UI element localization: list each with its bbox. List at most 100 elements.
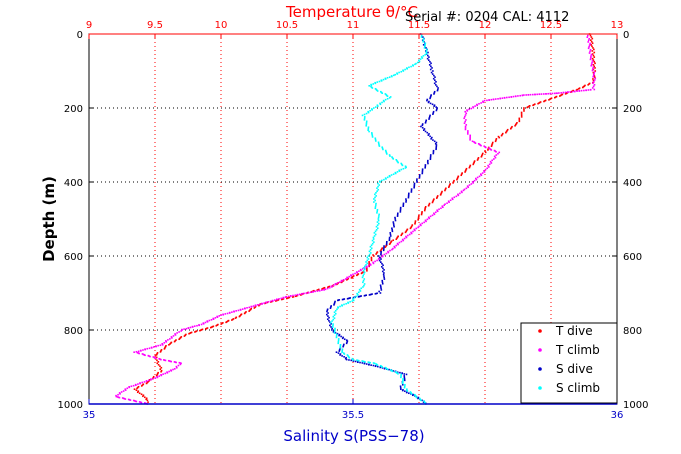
data-point [333, 330, 336, 333]
data-point [372, 107, 375, 109]
data-point [374, 196, 376, 199]
data-point [447, 186, 450, 189]
data-point [421, 126, 424, 129]
data-point [302, 292, 305, 295]
data-point [416, 181, 418, 183]
data-point [456, 177, 459, 180]
data-point [252, 305, 255, 307]
data-point [403, 375, 406, 377]
data-point [261, 302, 263, 305]
data-point [516, 122, 518, 124]
data-point [585, 89, 587, 91]
data-point [259, 303, 261, 306]
data-point [421, 172, 424, 175]
data-point [493, 158, 495, 160]
data-point [495, 139, 497, 141]
data-point [362, 274, 365, 277]
data-point [363, 283, 366, 285]
data-point [349, 297, 351, 299]
data-point [487, 164, 489, 167]
data-point [484, 151, 487, 154]
data-point [387, 251, 390, 254]
data-point [478, 102, 480, 105]
data-point [514, 124, 516, 127]
series-s-dive [325, 33, 439, 404]
data-point [403, 373, 406, 375]
data-point [371, 132, 373, 134]
data-point [392, 74, 395, 77]
data-point [589, 39, 592, 41]
data-point [334, 331, 337, 334]
data-point [403, 376, 406, 379]
legend-marker [538, 367, 542, 371]
data-point [365, 122, 368, 124]
data-point [425, 120, 427, 123]
data-point [359, 361, 361, 364]
data-point [376, 81, 379, 83]
data-point [429, 60, 431, 63]
data-point [152, 356, 155, 358]
data-point [341, 351, 343, 353]
data-point [415, 227, 418, 230]
data-point [444, 189, 446, 192]
data-point [573, 90, 576, 93]
data-point [363, 273, 365, 275]
data-point [411, 224, 414, 226]
data-point [380, 252, 382, 254]
data-point [429, 102, 432, 105]
data-point [422, 43, 425, 46]
data-point [332, 284, 335, 287]
data-point [591, 42, 594, 45]
data-point [337, 339, 340, 342]
data-point [237, 309, 240, 312]
data-point [431, 67, 433, 69]
data-point [482, 101, 485, 103]
data-point [428, 203, 430, 206]
data-point [407, 196, 410, 199]
data-point [422, 55, 425, 57]
data-point [432, 199, 435, 202]
data-point [136, 351, 139, 354]
data-point [383, 269, 385, 271]
data-point [430, 62, 432, 65]
data-point [576, 88, 579, 91]
data-point [343, 343, 345, 346]
data-point [434, 79, 436, 82]
data-point [483, 145, 486, 148]
data-point [332, 315, 335, 318]
data-point [354, 360, 357, 363]
data-point [549, 97, 552, 100]
data-point [356, 361, 359, 363]
data-point [418, 225, 420, 228]
data-point [388, 238, 391, 240]
data-point [457, 194, 460, 197]
data-point [523, 108, 525, 111]
data-point [233, 310, 235, 313]
data-point [432, 77, 435, 80]
data-point [545, 93, 547, 95]
data-point [392, 222, 395, 225]
data-point [377, 216, 380, 219]
data-point [350, 359, 353, 362]
data-point [432, 112, 435, 114]
data-point [156, 373, 158, 376]
data-point [136, 387, 138, 390]
data-point [389, 235, 392, 237]
data-point [382, 273, 385, 276]
data-point [408, 233, 411, 236]
data-point [378, 258, 380, 261]
data-point [346, 354, 349, 356]
data-point [465, 124, 468, 126]
data-point [339, 348, 341, 350]
data-point [130, 385, 133, 388]
data-point [172, 335, 175, 337]
data-point [189, 332, 192, 334]
data-point [258, 304, 260, 307]
data-point [378, 184, 381, 186]
data-point [497, 98, 499, 100]
data-point [338, 281, 341, 283]
data-point [351, 357, 354, 360]
data-point [588, 52, 591, 54]
data-point [294, 294, 297, 297]
data-point [336, 333, 338, 336]
